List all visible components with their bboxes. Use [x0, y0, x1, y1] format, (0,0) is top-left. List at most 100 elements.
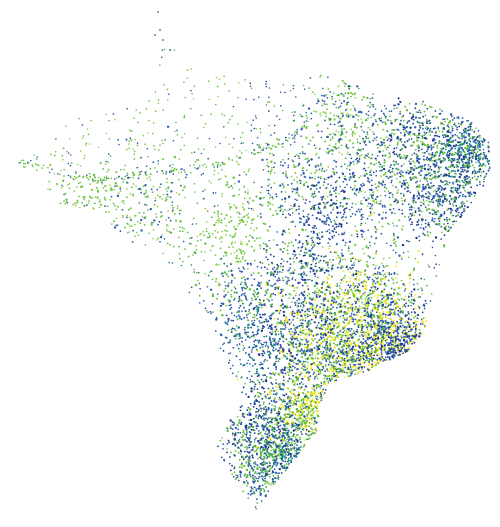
map-point: [381, 294, 384, 297]
map-point: [329, 325, 332, 328]
map-point: [349, 363, 352, 366]
map-point: [261, 186, 263, 188]
map-point: [460, 171, 463, 174]
map-point: [425, 284, 428, 287]
map-point: [384, 328, 387, 331]
map-point: [391, 175, 393, 178]
map-point: [321, 346, 324, 348]
map-point: [446, 155, 448, 158]
map-point: [326, 315, 329, 318]
map-point: [307, 288, 310, 291]
map-point: [371, 196, 373, 198]
map-point: [390, 331, 393, 334]
map-point: [458, 180, 461, 183]
map-point: [447, 156, 450, 159]
map-point: [362, 137, 364, 140]
map-point: [419, 158, 421, 160]
map-point: [85, 144, 87, 146]
map-point: [327, 325, 329, 328]
map-point: [418, 121, 421, 125]
map-point: [445, 194, 447, 196]
map-point: [413, 316, 415, 319]
map-point: [321, 332, 324, 335]
map-point: [436, 187, 439, 190]
map-point: [395, 261, 398, 264]
map-point: [387, 146, 389, 149]
map-point: [388, 134, 392, 137]
map-point: [320, 393, 322, 396]
map-point: [290, 328, 292, 330]
map-point: [303, 337, 306, 340]
map-point: [243, 253, 245, 255]
map-point: [456, 152, 458, 155]
map-point: [344, 294, 346, 297]
map-point: [374, 335, 377, 337]
map-point: [422, 227, 425, 230]
map-point: [423, 167, 426, 170]
map-point: [350, 309, 353, 311]
map-point: [422, 188, 425, 191]
map-point: [102, 187, 105, 189]
map-point: [353, 364, 355, 366]
map-point: [314, 357, 317, 359]
map-point: [418, 194, 421, 197]
map-point: [465, 175, 468, 178]
map-point: [290, 321, 292, 324]
map-point: [310, 253, 312, 255]
map-point: [384, 190, 386, 193]
map-point: [417, 111, 420, 114]
map-point: [398, 299, 400, 301]
map-point: [456, 214, 459, 217]
map-point: [358, 279, 360, 282]
map-point: [191, 223, 194, 225]
map-point: [292, 324, 295, 327]
map-point: [459, 131, 461, 134]
map-point: [360, 281, 363, 284]
map-point: [315, 326, 318, 329]
map-point: [459, 206, 462, 209]
map-point: [322, 350, 325, 353]
map-point: [451, 164, 454, 167]
map-point: [414, 211, 417, 214]
map-point: [268, 96, 270, 99]
map-point: [351, 202, 354, 205]
map-point: [374, 276, 377, 279]
map-point: [414, 107, 417, 110]
map-point: [374, 286, 377, 289]
map-point: [424, 326, 426, 328]
map-point: [394, 313, 396, 316]
map-point: [399, 157, 402, 160]
map-point: [418, 129, 420, 132]
map-point: [391, 167, 394, 170]
map-point: [133, 117, 135, 119]
map-point: [410, 116, 413, 119]
map-point: [396, 191, 399, 194]
map-point: [446, 180, 449, 183]
map-point: [288, 370, 291, 373]
map-point: [378, 303, 381, 305]
map-point: [229, 367, 232, 370]
map-point: [93, 175, 96, 178]
map-point: [374, 342, 376, 344]
map-point: [460, 158, 463, 161]
map-point: [342, 219, 345, 222]
map-point: [439, 108, 441, 111]
map-point: [409, 274, 411, 276]
map-point: [360, 190, 363, 193]
map-point: [244, 292, 246, 295]
map-point: [404, 215, 406, 218]
map-point: [351, 345, 355, 348]
map-point: [437, 199, 440, 202]
map-point: [356, 319, 358, 322]
map-point: [378, 327, 381, 330]
map-point: [147, 155, 149, 158]
map-point: [393, 160, 396, 163]
map-point: [354, 373, 356, 376]
map-point: [345, 371, 349, 374]
map-point: [212, 162, 215, 165]
map-point: [366, 343, 369, 345]
map-point: [427, 191, 430, 193]
map-point: [282, 323, 285, 326]
map-point: [417, 116, 420, 119]
map-point: [270, 332, 273, 336]
